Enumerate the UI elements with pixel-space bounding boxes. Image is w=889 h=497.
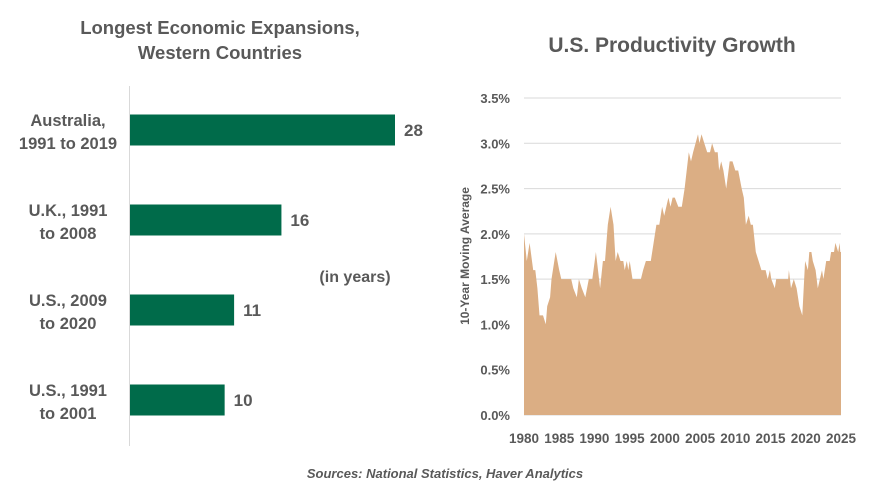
x-tick-label: 1990 <box>579 431 609 446</box>
bar-chart-title-line-1: Longest Economic Expansions, <box>80 17 360 38</box>
bar <box>130 384 225 416</box>
category-label: U.S., 1991 to 2001 <box>29 382 107 423</box>
x-tick-label: 2010 <box>720 431 750 446</box>
x-tick-label: 2000 <box>650 431 680 446</box>
bar-chart-unit-annotation: (in years) <box>319 269 390 286</box>
category-label: U.K., 1991 to 2008 <box>29 202 108 243</box>
y-tick-label: 1.0% <box>480 317 510 332</box>
y-tick-label: 2.0% <box>480 227 510 242</box>
expansions-bar-chart: Longest Economic Expansions, Western Cou… <box>19 17 423 446</box>
area-chart-title: U.S. Productivity Growth <box>548 34 795 57</box>
x-tick-label: 2020 <box>791 431 821 446</box>
x-tick-label: 2015 <box>756 431 787 446</box>
y-tick-label: 2.5% <box>480 182 510 197</box>
bar-value-label: 11 <box>243 301 261 320</box>
y-tick-label: 3.5% <box>480 91 510 106</box>
category-label: U.S., 2009 to 2020 <box>29 292 107 333</box>
area-series <box>524 134 841 415</box>
bar-value-label: 28 <box>404 121 423 140</box>
bar-value-label: 10 <box>234 391 253 410</box>
y-tick-label: 3.0% <box>480 136 510 151</box>
category-label: Australia, 1991 to 2019 <box>19 112 117 153</box>
x-tick-label: 1980 <box>509 431 539 446</box>
productivity-area-chart: U.S. Productivity Growth 0.0% 0.5% 1.0% 1.5… <box>458 34 857 446</box>
source-note: Sources: National Statistics, Haver Anal… <box>307 466 583 481</box>
bar <box>130 204 282 236</box>
bar-chart-title-line-2: Western Countries <box>138 42 302 63</box>
bar <box>130 114 395 146</box>
x-tick-label: 2005 <box>685 431 716 446</box>
bar <box>130 294 235 326</box>
x-tick-label: 1995 <box>615 431 646 446</box>
x-tick-label: 1985 <box>544 431 575 446</box>
x-tick-label: 2025 <box>826 431 857 446</box>
y-axis-label: 10-Year Moving Average <box>458 187 472 325</box>
y-tick-label: 1.5% <box>480 272 510 287</box>
bar-value-label: 16 <box>290 211 309 230</box>
y-tick-label: 0.5% <box>480 363 510 378</box>
y-tick-label: 0.0% <box>480 408 510 423</box>
